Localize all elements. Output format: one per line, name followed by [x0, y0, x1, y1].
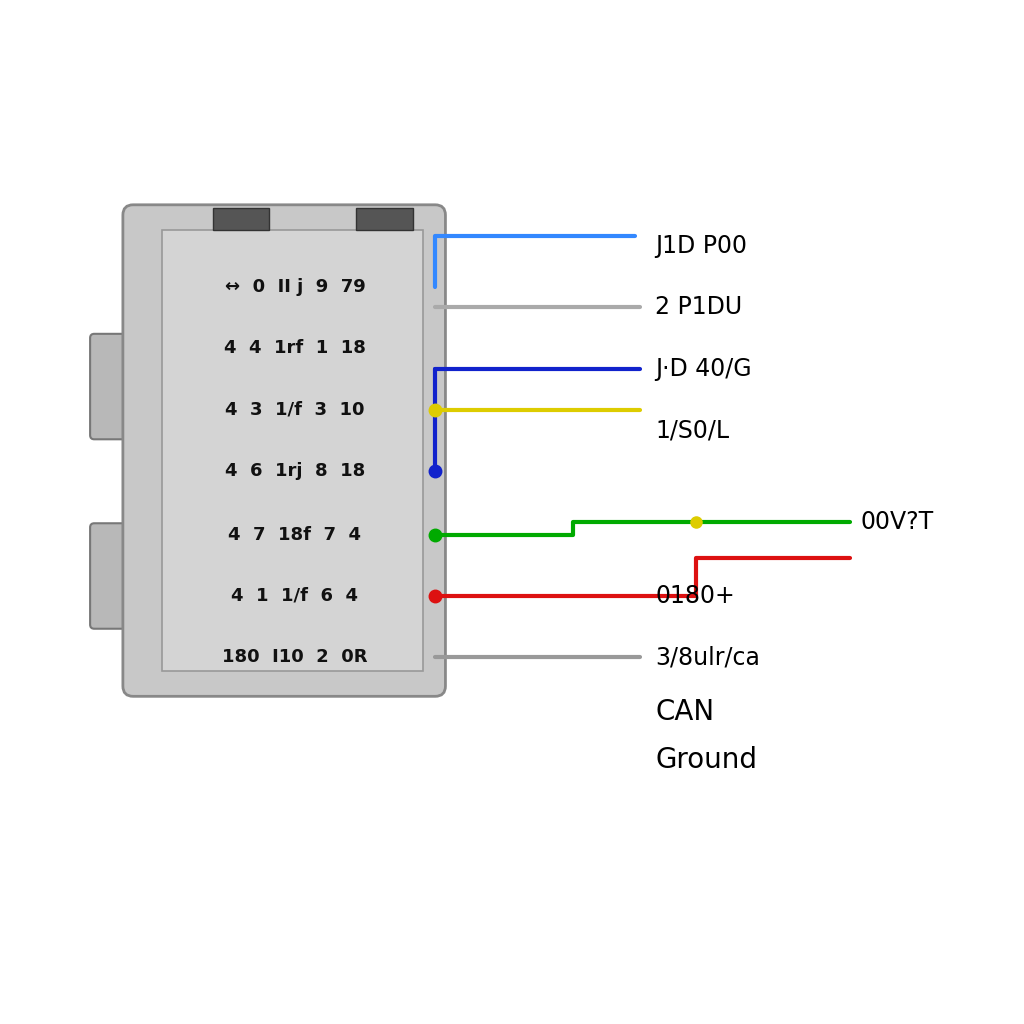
Text: CAN: CAN — [655, 697, 715, 726]
Bar — [162, 230, 423, 671]
FancyBboxPatch shape — [90, 523, 141, 629]
Text: J1D P00: J1D P00 — [655, 233, 748, 258]
Text: 4  3  1/f  3  10: 4 3 1/f 3 10 — [225, 400, 365, 419]
Text: 4  7  18f  7  4: 4 7 18f 7 4 — [228, 525, 361, 544]
Text: Ground: Ground — [655, 745, 758, 774]
Text: 2 P1DU: 2 P1DU — [655, 295, 742, 319]
Text: 00V?T: 00V?T — [860, 510, 934, 535]
Text: J·D 40/G: J·D 40/G — [655, 356, 752, 381]
Text: 4  1  1/f  6  4: 4 1 1/f 6 4 — [231, 587, 358, 605]
Text: 4  6  1rj  8  18: 4 6 1rj 8 18 — [225, 462, 365, 480]
Text: 4  4  1rf  1  18: 4 4 1rf 1 18 — [224, 339, 366, 357]
Text: ↔  0  II j  9  79: ↔ 0 II j 9 79 — [224, 278, 366, 296]
Text: 3/8ulr/ca: 3/8ulr/ca — [655, 645, 760, 670]
FancyBboxPatch shape — [90, 334, 141, 439]
Text: 180  I10  2  0R: 180 I10 2 0R — [222, 648, 368, 667]
Text: 1/S0/L: 1/S0/L — [655, 418, 729, 442]
Text: 0180+: 0180+ — [655, 584, 735, 608]
Bar — [213, 208, 269, 230]
Bar — [356, 208, 413, 230]
FancyBboxPatch shape — [123, 205, 445, 696]
